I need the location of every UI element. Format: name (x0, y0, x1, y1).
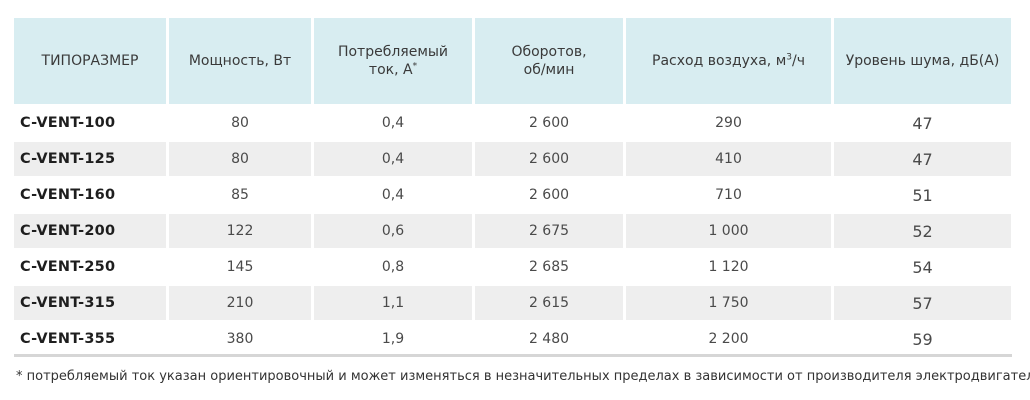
cell-rpm: 2 480 (528, 331, 570, 347)
table-row: C-VENT-125 80 0,4 2 600 410 47 (14, 142, 1011, 176)
cell-current: 0,8 (381, 259, 405, 275)
cell-model: C-VENT-200 (14, 214, 166, 248)
footnote: * потребляемый ток указан ориентировочны… (16, 369, 1030, 384)
cell-rpm: 2 600 (475, 142, 623, 176)
header-current-line2: ток, А (368, 62, 413, 78)
cell-power: 210 (169, 286, 311, 320)
cell-noise: 54 (912, 257, 933, 277)
header-current-line1: Потребляемый (337, 44, 449, 60)
table-row: C-VENT-100 80 0,4 2 600 290 47 (14, 106, 1011, 140)
specs-table: ТИПОРАЗМЕР Мощность, Вт Потребляемый ток… (11, 16, 1014, 358)
cell-model: C-VENT-315 (14, 286, 166, 320)
cell-airflow: 2 200 (708, 331, 749, 347)
header-model: ТИПОРАЗМЕР (14, 18, 166, 104)
cell-rpm: 2 615 (475, 286, 623, 320)
cell-rpm: 2 685 (528, 259, 570, 275)
cell-current: 0,6 (314, 214, 472, 248)
cell-current: 0,4 (381, 115, 405, 131)
cell-current: 0,4 (381, 187, 405, 203)
cell-current: 1,1 (314, 286, 472, 320)
cell-power: 85 (231, 187, 249, 203)
cell-rpm: 2 600 (528, 187, 570, 203)
cell-power: 80 (231, 115, 249, 131)
header-power: Мощность, Вт (169, 18, 311, 104)
cell-power: 380 (226, 331, 254, 347)
cell-airflow: 710 (715, 187, 742, 203)
cell-current: 0,4 (314, 142, 472, 176)
cell-rpm: 2 675 (475, 214, 623, 248)
header-rpm-line1: Оборотов, (511, 44, 587, 60)
table-row: C-VENT-355 380 1,9 2 480 2 200 59 (14, 322, 1011, 356)
cell-rpm: 2 600 (528, 115, 570, 131)
table-header-row: ТИПОРАЗМЕР Мощность, Вт Потребляемый ток… (14, 18, 1011, 104)
cell-noise: 47 (912, 113, 933, 133)
cell-airflow: 1 120 (708, 259, 749, 275)
table-row: C-VENT-200 122 0,6 2 675 1 000 52 (14, 214, 1011, 248)
table-row: C-VENT-160 85 0,4 2 600 710 51 (14, 178, 1011, 212)
header-rpm: Оборотов, об/мин (475, 18, 623, 104)
cell-noise: 57 (834, 286, 1011, 320)
cell-power: 122 (169, 214, 311, 248)
table-row: C-VENT-315 210 1,1 2 615 1 750 57 (14, 286, 1011, 320)
cell-model: C-VENT-160 (20, 187, 116, 203)
header-current: Потребляемый ток, А* (314, 18, 472, 104)
cell-current: 1,9 (381, 331, 405, 347)
cell-noise: 52 (834, 214, 1011, 248)
cell-model: C-VENT-250 (20, 259, 116, 275)
cell-power: 145 (226, 259, 254, 275)
cell-airflow: 1 750 (626, 286, 831, 320)
table-row: C-VENT-250 145 0,8 2 685 1 120 54 (14, 250, 1011, 284)
header-airflow-sup: 3 (786, 52, 792, 63)
cell-airflow: 1 000 (626, 214, 831, 248)
cell-noise: 51 (912, 185, 933, 205)
header-current-mark: * (412, 61, 418, 72)
specs-table-container: ТИПОРАЗМЕР Мощность, Вт Потребляемый ток… (14, 16, 1014, 358)
cell-noise: 47 (834, 142, 1011, 176)
header-rpm-line2: об/мин (523, 62, 575, 78)
header-airflow: Расход воздуха, м3/ч (626, 18, 831, 104)
cell-noise: 59 (912, 329, 933, 349)
header-noise: Уровень шума, дБ(А) (834, 18, 1011, 104)
cell-model: C-VENT-100 (20, 115, 116, 131)
cell-model: C-VENT-125 (14, 142, 166, 176)
cell-power: 80 (169, 142, 311, 176)
cell-airflow: 290 (715, 115, 742, 131)
cell-airflow: 410 (626, 142, 831, 176)
header-airflow-text: Расход воздуха, м (652, 53, 787, 69)
table-bottom-divider (14, 354, 1012, 357)
header-airflow-unit: /ч (792, 53, 805, 69)
cell-model: C-VENT-355 (20, 331, 116, 347)
